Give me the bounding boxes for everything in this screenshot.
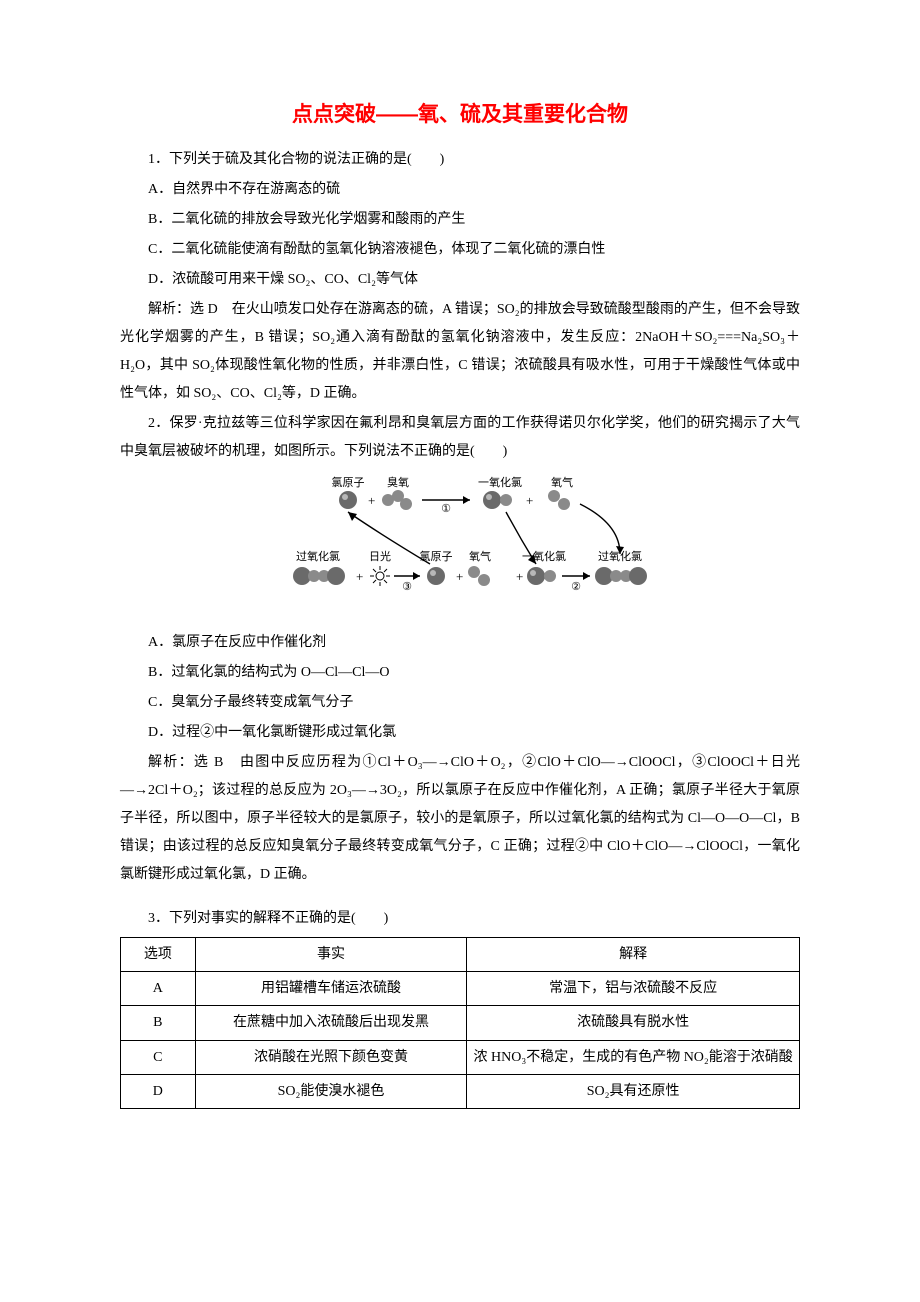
arrow-head xyxy=(463,496,470,504)
cell-opt: C xyxy=(121,1040,196,1074)
table-row: C 浓硝酸在光照下颜色变黄 浓 HNO₃不稳定，生成的有色产物 NO₂能溶于浓硝… xyxy=(121,1040,800,1074)
q2-option-b: B．过氧化氯的结构式为 O—Cl—Cl—O xyxy=(120,659,800,687)
plus-sign: + xyxy=(516,569,523,584)
atom-small xyxy=(468,566,480,578)
q3-table: 选项 事实 解释 A 用铝罐槽车储运浓硫酸 常温下，铝与浓硫酸不反应 B 在蔗糖… xyxy=(120,937,800,1109)
table-row: A 用铝罐槽车储运浓硫酸 常温下，铝与浓硫酸不反应 xyxy=(121,972,800,1006)
q1-option-d: D．浓硫酸可用来干燥 SO₂、CO、Cl₂等气体 xyxy=(120,266,800,294)
q2-stem: 2．保罗·克拉兹等三位科学家因在氟利昂和臭氧层方面的工作获得诺贝尔化学奖，他们的… xyxy=(120,410,800,466)
cell-exp: SO₂具有还原性 xyxy=(467,1074,800,1108)
q2-diagram: 氯原子 臭氧 一氧化氯 氧气 + ① + xyxy=(120,474,800,619)
cell-opt: D xyxy=(121,1074,196,1108)
q2-option-c: C．臭氧分子最终转变成氧气分子 xyxy=(120,689,800,717)
q1-option-a: A．自然界中不存在游离态的硫 xyxy=(120,176,800,204)
label-ozone: 臭氧 xyxy=(387,475,409,489)
atom-small xyxy=(558,498,570,510)
atom-small xyxy=(400,498,412,510)
ozone-mechanism-diagram: 氯原子 臭氧 一氧化氯 氧气 + ① + xyxy=(260,474,660,614)
atom-small xyxy=(544,570,556,582)
page-title: 点点突破——氧、硫及其重要化合物 xyxy=(120,98,800,128)
arrow-curve xyxy=(506,512,536,564)
th-option: 选项 xyxy=(121,938,196,972)
document-page: 点点突破——氧、硫及其重要化合物 1．下列关于硫及其化合物的说法正确的是( ) … xyxy=(0,0,920,1169)
table-header-row: 选项 事实 解释 xyxy=(121,938,800,972)
plus-sign: + xyxy=(456,569,463,584)
table-row: B 在蔗糖中加入浓硫酸后出现发黑 浓硫酸具有脱水性 xyxy=(121,1006,800,1040)
atom-large xyxy=(483,491,501,509)
q2-option-a: A．氯原子在反应中作催化剂 xyxy=(120,629,800,657)
cell-opt: B xyxy=(121,1006,196,1040)
arrow-head xyxy=(413,572,420,580)
q2-explanation: 解析：选 B 由图中反应历程为①Cl＋O₃―→ClO＋O₂，②ClO＋ClO―→… xyxy=(120,749,800,889)
cell-opt: A xyxy=(121,972,196,1006)
q2-option-d: D．过程②中一氧化氯断键形成过氧化氯 xyxy=(120,719,800,747)
label-oxygen-2: 氧气 xyxy=(469,549,491,563)
label-clooCl-left: 过氧化氯 xyxy=(296,549,340,563)
atom-large xyxy=(427,567,445,585)
th-explain: 解释 xyxy=(467,938,800,972)
spacer xyxy=(120,891,800,905)
atom-large xyxy=(527,567,545,585)
step-1: ① xyxy=(441,503,451,515)
cell-fact: SO₂能使溴水褪色 xyxy=(195,1074,467,1108)
q1-option-c: C．二氧化硫能使滴有酚酞的氢氧化钠溶液褪色，体现了二氧化硫的漂白性 xyxy=(120,236,800,264)
atom-highlight xyxy=(430,570,436,576)
th-fact: 事实 xyxy=(195,938,467,972)
cell-exp: 浓 HNO₃不稳定，生成的有色产物 NO₂能溶于浓硝酸 xyxy=(467,1040,800,1074)
cell-fact: 浓硝酸在光照下颜色变黄 xyxy=(195,1040,467,1074)
plus-sign: + xyxy=(526,493,533,508)
cell-exp: 浓硫酸具有脱水性 xyxy=(467,1006,800,1040)
arrow-head xyxy=(583,572,590,580)
plus-sign: + xyxy=(368,493,375,508)
q1-explanation: 解析：选 D 在火山喷发口处存在游离态的硫，A 错误；SO₂的排放会导致硫酸型酸… xyxy=(120,296,800,408)
label-clo: 一氧化氯 xyxy=(478,475,522,489)
atom-small xyxy=(478,574,490,586)
plus-sign: + xyxy=(356,569,363,584)
atom-highlight xyxy=(486,494,492,500)
atom-small xyxy=(548,490,560,502)
q1-stem: 1．下列关于硫及其化合物的说法正确的是( ) xyxy=(120,146,800,174)
atom-small xyxy=(500,494,512,506)
label-clooCl-right: 过氧化氯 xyxy=(598,549,642,563)
atom-highlight xyxy=(342,494,348,500)
step-3: ③ xyxy=(402,581,412,593)
atom-large xyxy=(629,567,647,585)
q3-stem: 3．下列对事实的解释不正确的是( ) xyxy=(120,905,800,933)
arrow-curve xyxy=(580,504,620,554)
label-oxygen: 氧气 xyxy=(551,475,573,489)
label-chlorine-atom: 氯原子 xyxy=(332,475,365,489)
sun-icon xyxy=(370,566,390,586)
atom-highlight xyxy=(530,570,536,576)
step-2: ② xyxy=(571,581,581,593)
cell-fact: 在蔗糖中加入浓硫酸后出现发黑 xyxy=(195,1006,467,1040)
q1-option-b: B．二氧化硫的排放会导致光化学烟雾和酸雨的产生 xyxy=(120,206,800,234)
table-row: D SO₂能使溴水褪色 SO₂具有还原性 xyxy=(121,1074,800,1108)
atom-large xyxy=(327,567,345,585)
atom-large xyxy=(339,491,357,509)
cell-exp: 常温下，铝与浓硫酸不反应 xyxy=(467,972,800,1006)
label-sunlight: 日光 xyxy=(369,549,391,563)
cell-fact: 用铝罐槽车储运浓硫酸 xyxy=(195,972,467,1006)
